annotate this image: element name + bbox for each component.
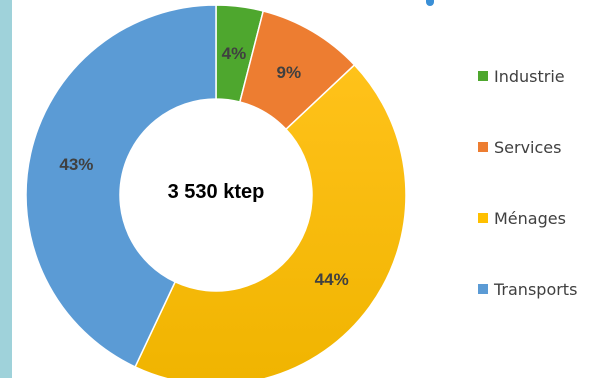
legend-swatch <box>478 71 488 81</box>
center-total-label: 3 530 ktep <box>168 181 265 203</box>
legend-label: Transports <box>494 279 578 299</box>
slice-ménages <box>134 63 407 378</box>
legend-label: Ménages <box>494 208 566 228</box>
slice-transports <box>25 4 217 368</box>
top-accent-mark <box>426 0 434 6</box>
legend-item-transports: Transports <box>478 277 577 301</box>
data-label-services: 9% <box>277 63 302 82</box>
legend-item-industrie: Industrie <box>478 64 577 88</box>
legend-item-services: Services <box>478 135 577 159</box>
data-label-ménages: 44% <box>315 270 349 289</box>
left-accent-bar <box>0 0 12 378</box>
legend-label: Industrie <box>494 66 565 86</box>
legend-swatch <box>478 213 488 223</box>
legend: Industrie Services Ménages Transports <box>478 64 577 348</box>
legend-label: Services <box>494 137 562 157</box>
data-label-industrie: 4% <box>222 44 247 63</box>
data-label-transports: 43% <box>59 155 93 174</box>
legend-item-ménages: Ménages <box>478 206 577 230</box>
legend-swatch <box>478 142 488 152</box>
legend-swatch <box>478 284 488 294</box>
